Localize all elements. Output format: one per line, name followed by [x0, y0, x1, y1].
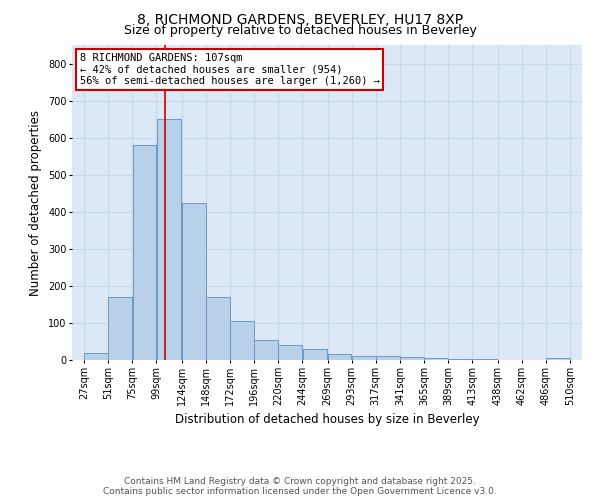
- Bar: [109, 297, 132, 360]
- X-axis label: Distribution of detached houses by size in Beverley: Distribution of detached houses by size …: [175, 414, 479, 426]
- Bar: [400, 357, 424, 360]
- Bar: [278, 345, 302, 360]
- Bar: [302, 349, 328, 360]
- Bar: [254, 340, 278, 360]
- Bar: [230, 321, 254, 360]
- Bar: [206, 297, 230, 360]
- Bar: [182, 202, 206, 360]
- Text: 8 RICHMOND GARDENS: 107sqm
← 42% of detached houses are smaller (954)
56% of sem: 8 RICHMOND GARDENS: 107sqm ← 42% of deta…: [80, 53, 380, 86]
- Y-axis label: Number of detached properties: Number of detached properties: [29, 110, 43, 296]
- Text: 8, RICHMOND GARDENS, BEVERLEY, HU17 8XP: 8, RICHMOND GARDENS, BEVERLEY, HU17 8XP: [137, 12, 463, 26]
- Text: Size of property relative to detached houses in Beverley: Size of property relative to detached ho…: [124, 24, 476, 37]
- Text: Contains HM Land Registry data © Crown copyright and database right 2025.
Contai: Contains HM Land Registry data © Crown c…: [103, 476, 497, 496]
- Bar: [376, 356, 400, 360]
- Bar: [133, 145, 157, 360]
- Bar: [157, 119, 181, 360]
- Bar: [424, 358, 448, 360]
- Bar: [448, 359, 472, 360]
- Bar: [328, 354, 352, 360]
- Bar: [546, 358, 570, 360]
- Bar: [352, 356, 376, 360]
- Bar: [84, 352, 108, 360]
